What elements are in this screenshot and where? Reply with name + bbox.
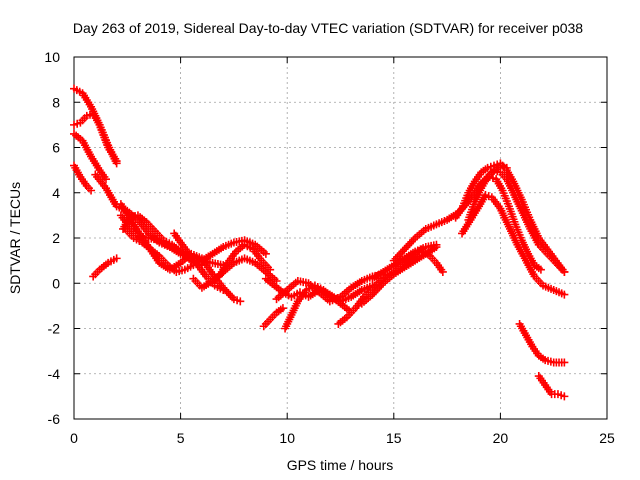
y-tick-label: 6 — [52, 140, 60, 156]
series-track-13 — [214, 240, 275, 281]
y-tick-label: 0 — [52, 275, 60, 291]
x-axis-title: GPS time / hours — [287, 457, 394, 473]
x-tick-labels: 0 5 10 15 20 25 — [70, 430, 615, 446]
axis-ticks — [73, 56, 608, 420]
series-track-2 — [70, 109, 121, 166]
x-tick-label: 15 — [386, 430, 402, 446]
data-point — [278, 304, 287, 313]
y-tick-labels: -6 -4 -2 0 2 4 6 8 10 — [44, 49, 60, 427]
chart-title: Day 263 of 2019, Sidereal Day-to-day VTE… — [73, 20, 583, 36]
data-point — [560, 392, 569, 401]
data-point — [536, 265, 545, 274]
x-tick-label: 10 — [279, 430, 295, 446]
data-point — [112, 254, 121, 263]
series-track-27 — [515, 319, 569, 367]
data-point — [261, 249, 270, 258]
data-point — [266, 265, 275, 274]
data-point — [236, 297, 245, 306]
gridlines — [74, 57, 607, 419]
series-track-10 — [121, 224, 270, 276]
data-point — [219, 286, 228, 295]
x-tick-label: 0 — [70, 430, 78, 446]
data-point — [560, 267, 569, 276]
y-tick-label: 8 — [52, 94, 60, 110]
y-tick-label: -4 — [48, 366, 61, 382]
data-point — [560, 290, 569, 299]
y-tick-label: 2 — [52, 230, 60, 246]
series-track-9 — [116, 211, 196, 263]
series-track-3 — [70, 129, 110, 184]
y-tick-label: 10 — [44, 49, 60, 65]
data-points — [70, 84, 569, 401]
data-point — [101, 175, 110, 184]
data-point — [438, 267, 447, 276]
y-tick-label: -6 — [48, 411, 61, 427]
x-tick-label: 5 — [177, 430, 185, 446]
data-point — [87, 186, 96, 195]
data-point — [432, 240, 441, 249]
x-tick-label: 20 — [493, 430, 509, 446]
y-axis-title: SDTVAR / TECUs — [7, 182, 23, 294]
series-track-28 — [534, 372, 569, 401]
y-tick-label: -2 — [48, 321, 61, 337]
series-track-25 — [472, 172, 545, 274]
series-track-21 — [400, 245, 447, 276]
series-track-6 — [89, 254, 121, 281]
data-point — [112, 157, 121, 166]
series-track-26 — [458, 191, 569, 299]
series-track-4 — [70, 161, 96, 195]
series-track-14 — [259, 304, 287, 331]
x-tick-label: 25 — [599, 430, 615, 446]
data-point — [560, 358, 569, 367]
y-tick-label: 4 — [52, 185, 60, 201]
